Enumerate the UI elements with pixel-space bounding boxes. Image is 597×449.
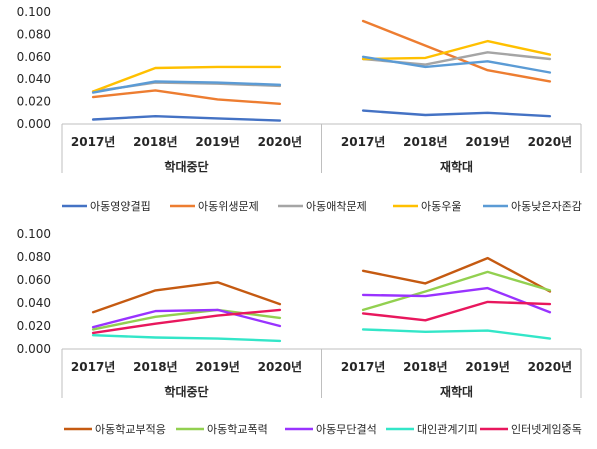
legend-label: 아동위생문제 <box>198 200 259 213</box>
group-label: 재학대 <box>440 159 473 174</box>
legend-label: 아동무단결석 <box>316 423 377 436</box>
y-tick-label: 0.020 <box>17 95 51 109</box>
y-tick-label: 0.080 <box>17 27 51 41</box>
series-line <box>91 334 282 343</box>
series-line <box>91 281 282 314</box>
group-label: 학대중단 <box>164 159 208 174</box>
x-tick-label: 2017년 <box>341 360 385 374</box>
legend-label: 아동애착문제 <box>306 200 367 213</box>
y-tick-label: 0.020 <box>17 319 51 333</box>
series-line <box>91 308 282 335</box>
series-line <box>91 65 282 93</box>
group-label: 학대중단 <box>164 384 208 399</box>
x-tick-label: 2018년 <box>403 135 447 149</box>
legend: 아동학교부적응 아동학교폭력 아동무단결석 대인관계기피 인터넷게임중독 <box>64 423 582 436</box>
y-tick-label: 0.100 <box>17 227 51 241</box>
x-tick-label: 2019년 <box>195 135 239 149</box>
chart-1: 0.000 0.020 0.040 0.060 0.080 0.100 2017년 2018년… <box>17 5 582 213</box>
series-line <box>91 80 282 94</box>
x-tick-label: 2020년 <box>258 135 302 149</box>
y-tick-label: 0.000 <box>17 342 51 356</box>
legend-label: 아동영양결핍 <box>90 200 151 213</box>
series-line <box>361 19 552 83</box>
x-tick-label: 2017년 <box>71 135 115 149</box>
x-tick-label: 2018년 <box>403 360 447 374</box>
y-tick-label: 0.000 <box>17 117 51 131</box>
x-tick-label: 2019년 <box>465 360 509 374</box>
chart-2: 0.000 0.020 0.040 0.060 0.080 0.100 2017년 2018년… <box>17 227 582 436</box>
series-line <box>91 89 282 106</box>
series-line <box>361 55 552 74</box>
x-tick-label: 2018년 <box>133 360 177 374</box>
series-line <box>361 270 552 312</box>
legend-label: 아동학교부적응 <box>95 423 166 436</box>
group-label: 재학대 <box>440 384 473 399</box>
y-tick-label: 0.100 <box>17 5 51 19</box>
series-line <box>91 308 282 329</box>
legend: 아동영양결핍 아동위생문제 아동애착문제 아동우울 아동낮은자존감 <box>62 200 582 213</box>
x-tick-label: 2018년 <box>133 135 177 149</box>
x-tick-label: 2020년 <box>528 135 572 149</box>
y-tick-label: 0.060 <box>17 50 51 64</box>
x-tick-label: 2017년 <box>341 135 385 149</box>
series-line <box>361 39 552 61</box>
x-tick-label: 2019년 <box>195 360 239 374</box>
x-tick-label: 2019년 <box>465 135 509 149</box>
series-line <box>91 114 282 122</box>
y-tick-label: 0.040 <box>17 296 51 310</box>
x-tick-label: 2020년 <box>528 360 572 374</box>
legend-label: 아동학교폭력 <box>207 423 268 436</box>
series-line <box>361 328 552 340</box>
x-tick-label: 2020년 <box>258 360 302 374</box>
legend-label: 인터넷게임중독 <box>511 423 582 436</box>
x-tick-label: 2017년 <box>71 360 115 374</box>
legend-label: 대인관계기피 <box>417 423 478 436</box>
series-line <box>361 300 552 322</box>
y-tick-label: 0.080 <box>17 250 51 264</box>
y-tick-label: 0.060 <box>17 273 51 287</box>
series-line <box>361 256 552 293</box>
y-tick-label: 0.040 <box>17 72 51 86</box>
legend-label: 아동낮은자존감 <box>511 200 582 213</box>
series-line <box>361 286 552 314</box>
legend-label: 아동우울 <box>421 200 461 213</box>
series-line <box>361 109 552 118</box>
